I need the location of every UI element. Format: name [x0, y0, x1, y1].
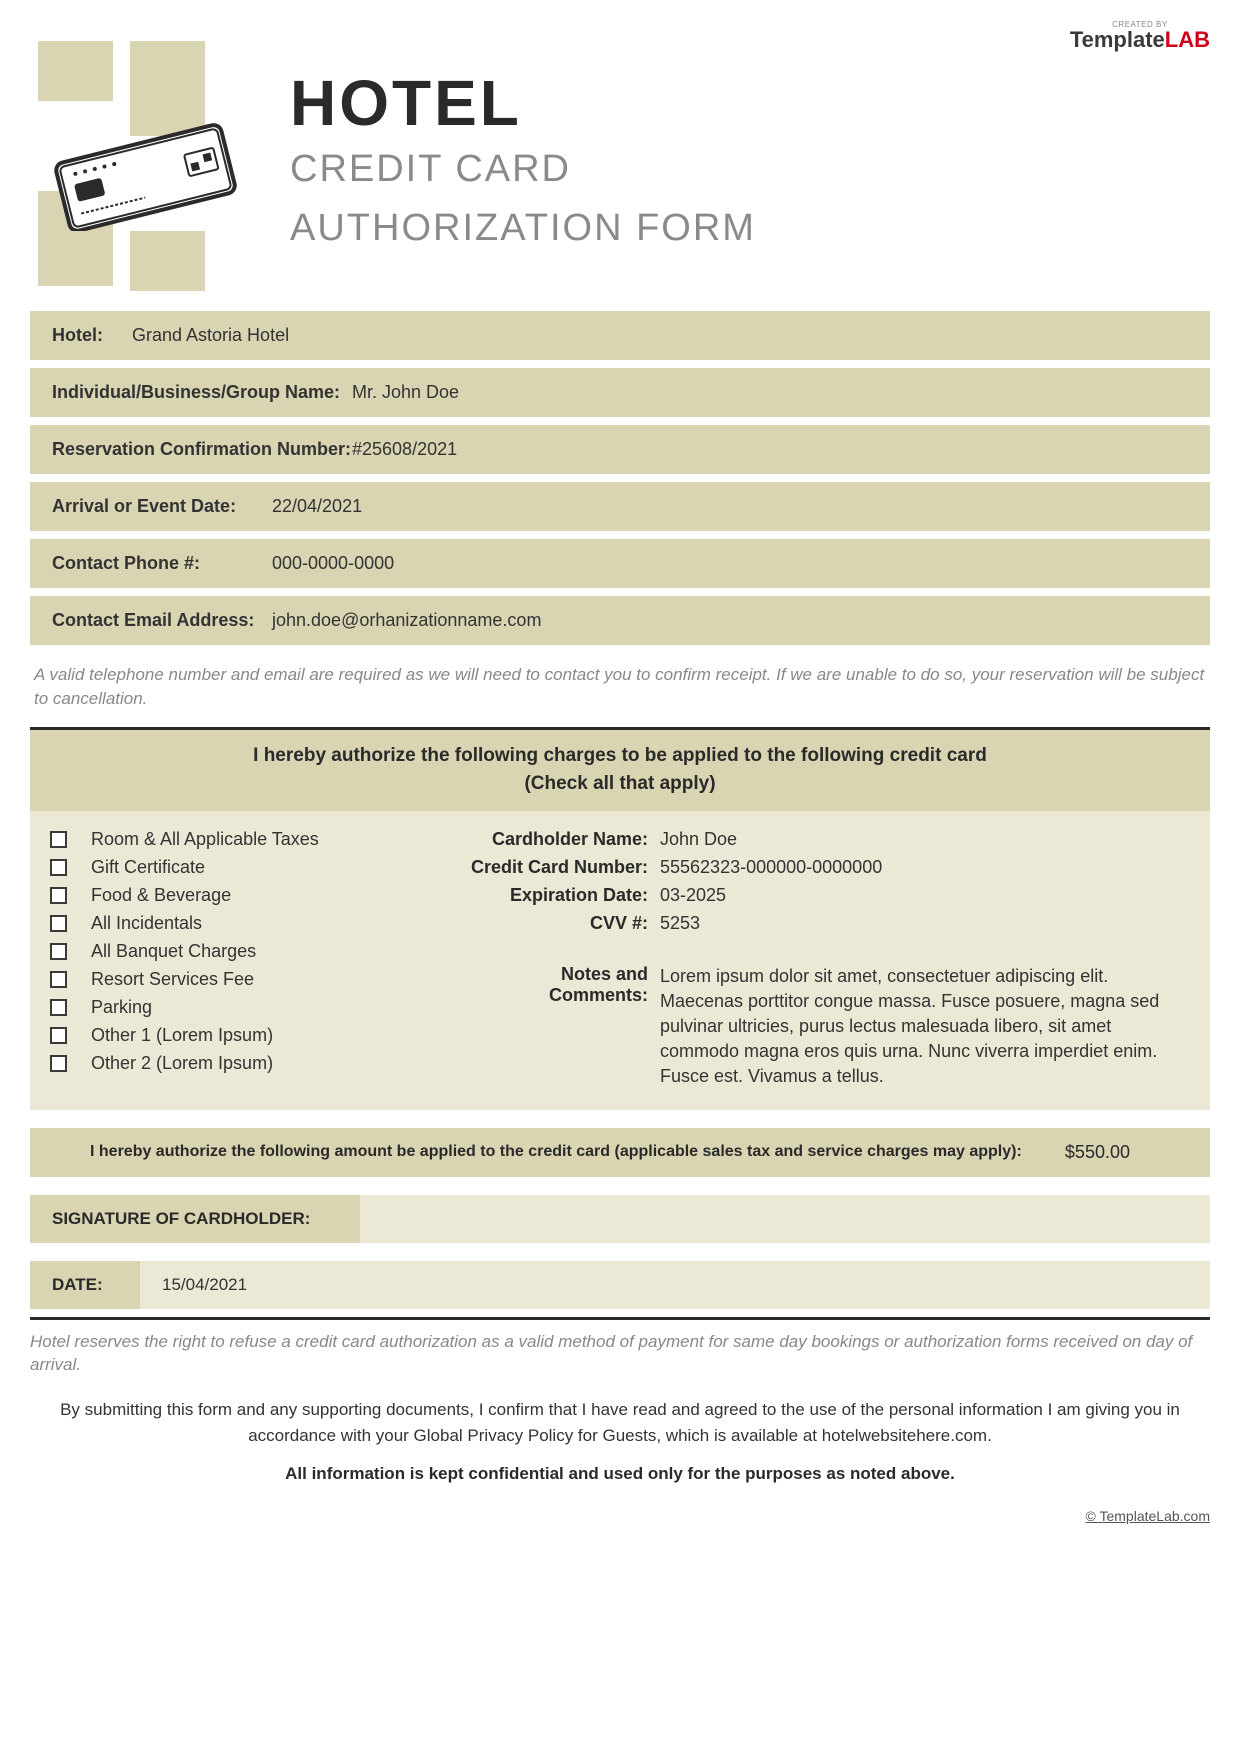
- field-value[interactable]: Mr. John Doe: [352, 382, 459, 403]
- field-label: Individual/Business/Group Name:: [52, 382, 352, 403]
- notes-row: Notes and Comments: Lorem ipsum dolor si…: [460, 964, 1190, 1090]
- notes-value[interactable]: Lorem ipsum dolor sit amet, consectetuer…: [660, 964, 1190, 1090]
- title-block: HOTEL CREDIT CARD AUTHORIZATION FORM: [290, 41, 756, 254]
- checkbox[interactable]: [50, 1055, 67, 1072]
- charge-label: Other 2 (Lorem Ipsum): [91, 1053, 273, 1074]
- date-value[interactable]: 15/04/2021: [140, 1261, 1210, 1309]
- form-section: Hotel: Grand Astoria Hotel Individual/Bu…: [30, 311, 1210, 1524]
- charge-label: Other 1 (Lorem Ipsum): [91, 1025, 273, 1046]
- card-number-row: Credit Card Number: 55562323-000000-0000…: [460, 857, 1190, 878]
- copyright[interactable]: © TemplateLab.com: [30, 1508, 1210, 1524]
- date-label: DATE:: [30, 1261, 140, 1309]
- card-value[interactable]: John Doe: [660, 829, 1190, 850]
- signature-row: SIGNATURE OF CARDHOLDER:: [30, 1195, 1210, 1243]
- date-row: DATE: 15/04/2021: [30, 1261, 1210, 1309]
- charge-label: All Banquet Charges: [91, 941, 256, 962]
- footer-text: By submitting this form and any supporti…: [30, 1397, 1210, 1448]
- field-label: Hotel:: [52, 325, 132, 346]
- footer-bold: All information is kept confidential and…: [30, 1464, 1210, 1484]
- charge-item: Food & Beverage: [50, 885, 440, 906]
- amount-value[interactable]: $550.00: [1065, 1142, 1150, 1163]
- auth-header: I hereby authorize the following charges…: [30, 730, 1210, 811]
- expiration-row: Expiration Date: 03-2025: [460, 885, 1190, 906]
- decor-rect: [38, 41, 113, 101]
- authorization-box: I hereby authorize the following charges…: [30, 727, 1210, 1110]
- auth-body: Room & All Applicable Taxes Gift Certific…: [30, 811, 1210, 1110]
- field-value[interactable]: john.doe@orhanizationname.com: [272, 610, 541, 631]
- field-value[interactable]: 000-0000-0000: [272, 553, 394, 574]
- charge-label: Parking: [91, 997, 152, 1018]
- title-sub2: AUTHORIZATION FORM: [290, 204, 756, 253]
- amount-text: I hereby authorize the following amount …: [90, 1143, 1065, 1161]
- checkbox[interactable]: [50, 915, 67, 932]
- contact-note: A valid telephone number and email are r…: [30, 653, 1210, 727]
- field-email: Contact Email Address: john.doe@orhaniza…: [30, 596, 1210, 645]
- card-label: Expiration Date:: [460, 885, 660, 906]
- field-phone: Contact Phone #: 000-0000-0000: [30, 539, 1210, 588]
- charge-item: Gift Certificate: [50, 857, 440, 878]
- charge-label: Room & All Applicable Taxes: [91, 829, 319, 850]
- charge-label: All Incidentals: [91, 913, 202, 934]
- field-hotel: Hotel: Grand Astoria Hotel: [30, 311, 1210, 360]
- field-label: Reservation Confirmation Number:: [52, 439, 352, 460]
- charge-item: Other 1 (Lorem Ipsum): [50, 1025, 440, 1046]
- footer-block: Hotel reserves the right to refuse a cre…: [30, 1317, 1210, 1485]
- checkbox[interactable]: [50, 999, 67, 1016]
- notes-label: Notes and Comments:: [460, 964, 660, 1090]
- checkbox[interactable]: [50, 1027, 67, 1044]
- signature-field[interactable]: [360, 1195, 1210, 1243]
- cvv-row: CVV #: 5253: [460, 913, 1190, 934]
- charge-item: Resort Services Fee: [50, 969, 440, 990]
- checkbox[interactable]: [50, 831, 67, 848]
- card-value[interactable]: 03-2025: [660, 885, 1190, 906]
- logo-block: [30, 41, 260, 291]
- card-label: CVV #:: [460, 913, 660, 934]
- charge-label: Gift Certificate: [91, 857, 205, 878]
- charge-label: Resort Services Fee: [91, 969, 254, 990]
- field-arrival: Arrival or Event Date: 22/04/2021: [30, 482, 1210, 531]
- amount-row: I hereby authorize the following amount …: [30, 1128, 1210, 1177]
- brand-name: TemplateLAB: [1070, 29, 1210, 51]
- charge-item: Other 2 (Lorem Ipsum): [50, 1053, 440, 1074]
- field-confirmation: Reservation Confirmation Number: #25608/…: [30, 425, 1210, 474]
- checkbox[interactable]: [50, 887, 67, 904]
- field-label: Contact Email Address:: [52, 610, 272, 631]
- card-label: Credit Card Number:: [460, 857, 660, 878]
- brand-logo: CREATED BY TemplateLAB: [1070, 20, 1210, 51]
- card-details: Cardholder Name: John Doe Credit Card Nu…: [460, 829, 1190, 1090]
- card-value[interactable]: 55562323-000000-0000000: [660, 857, 1190, 878]
- card-value[interactable]: 5253: [660, 913, 1190, 934]
- charge-label: Food & Beverage: [91, 885, 231, 906]
- charges-list: Room & All Applicable Taxes Gift Certific…: [50, 829, 440, 1090]
- cardholder-name-row: Cardholder Name: John Doe: [460, 829, 1190, 850]
- decor-rect: [130, 231, 205, 291]
- charge-item: All Banquet Charges: [50, 941, 440, 962]
- field-value[interactable]: Grand Astoria Hotel: [132, 325, 289, 346]
- title-main: HOTEL: [290, 71, 756, 135]
- charge-item: Room & All Applicable Taxes: [50, 829, 440, 850]
- field-value[interactable]: #25608/2021: [352, 439, 457, 460]
- checkbox[interactable]: [50, 859, 67, 876]
- credit-card-icon: [40, 121, 250, 231]
- field-name: Individual/Business/Group Name: Mr. John…: [30, 368, 1210, 417]
- checkbox[interactable]: [50, 971, 67, 988]
- title-sub1: CREDIT CARD: [290, 145, 756, 194]
- field-value[interactable]: 22/04/2021: [272, 496, 362, 517]
- signature-label: SIGNATURE OF CARDHOLDER:: [30, 1195, 360, 1243]
- charge-item: All Incidentals: [50, 913, 440, 934]
- card-label: Cardholder Name:: [460, 829, 660, 850]
- field-label: Arrival or Event Date:: [52, 496, 272, 517]
- charge-item: Parking: [50, 997, 440, 1018]
- checkbox[interactable]: [50, 943, 67, 960]
- field-label: Contact Phone #:: [52, 553, 272, 574]
- header-row: HOTEL CREDIT CARD AUTHORIZATION FORM: [30, 41, 1210, 291]
- footer-note: Hotel reserves the right to refuse a cre…: [30, 1330, 1210, 1378]
